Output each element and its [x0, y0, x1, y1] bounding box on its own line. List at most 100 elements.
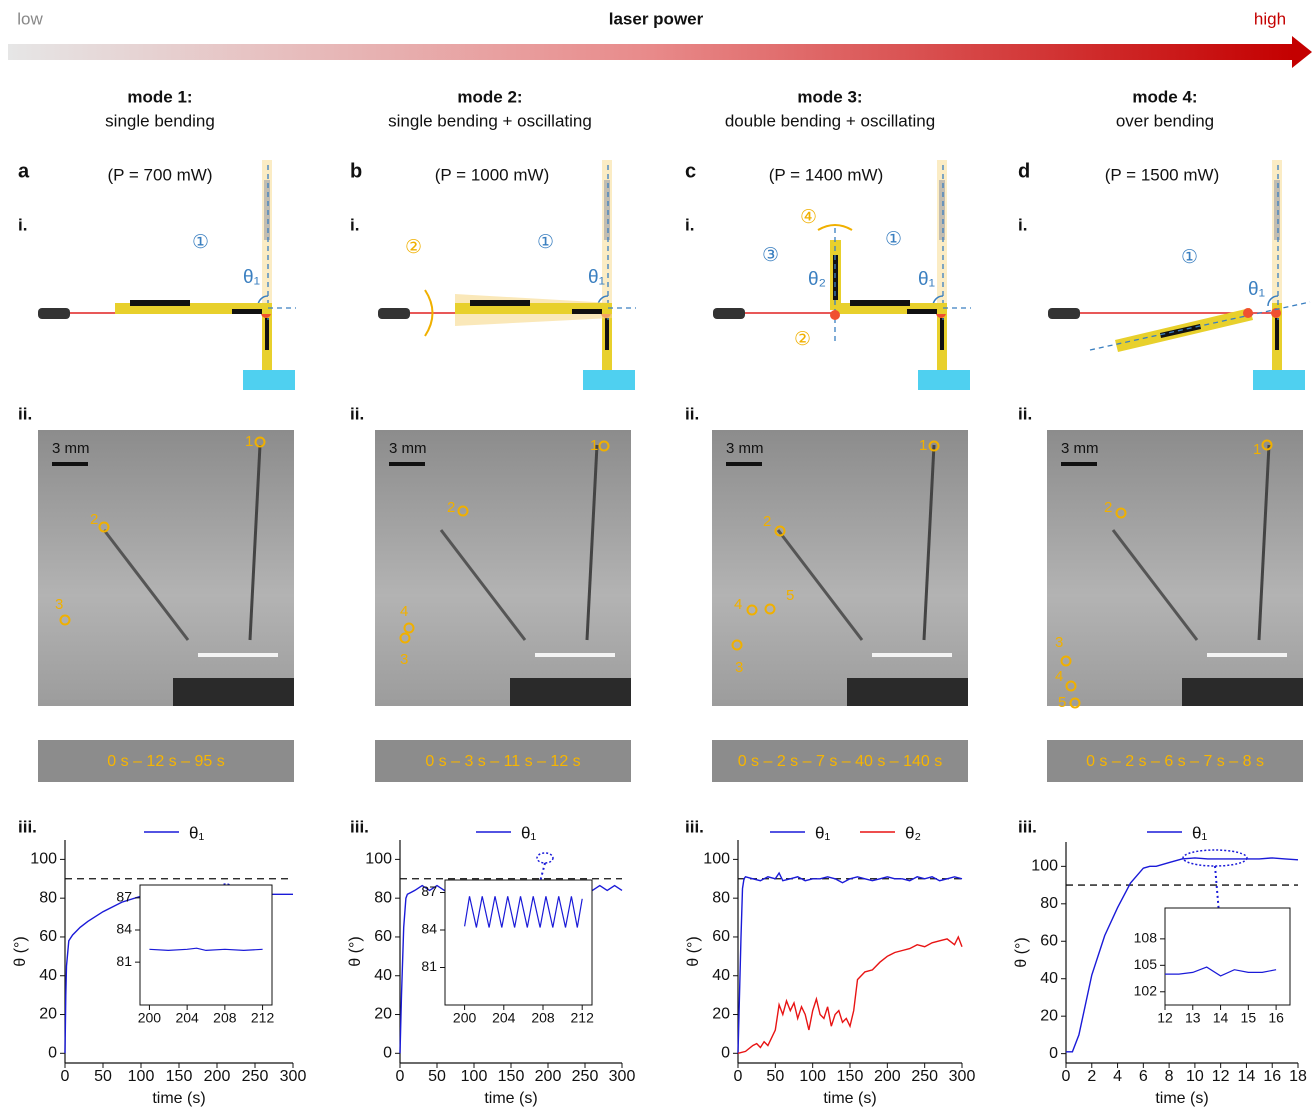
y-tick-label: 40 — [374, 967, 392, 984]
y-tick-label: 0 — [48, 1045, 57, 1062]
power-label: (P = 1400 mW) — [769, 165, 883, 184]
y-tick-label: 80 — [39, 889, 57, 906]
y-tick-label: 60 — [374, 928, 392, 945]
y-tick-label: 40 — [712, 967, 730, 984]
x-tick-label: 16 — [1263, 1068, 1281, 1085]
y-tick-label: 108 — [1134, 930, 1158, 946]
diagram-label: θ₁ — [918, 269, 935, 290]
photo-marker — [98, 521, 110, 533]
x-tick-label: 300 — [609, 1068, 636, 1085]
photo-label: 2 — [90, 511, 98, 528]
x-tick-label: 8 — [1165, 1068, 1174, 1085]
photo — [712, 430, 968, 706]
timeline: 0 s – 12 s – 95 s — [107, 753, 224, 770]
photo-marker — [731, 639, 743, 651]
x-tick-label: 0 — [734, 1068, 743, 1085]
y-tick-label: 60 — [1040, 932, 1058, 949]
photo-label: 1 — [590, 437, 598, 454]
strip-core — [605, 318, 609, 350]
y-tick-label: 0 — [1049, 1045, 1058, 1062]
x-tick-label: 200 — [204, 1068, 231, 1085]
scale-bar — [389, 462, 425, 466]
laser-spot — [1271, 308, 1281, 318]
x-tick-label: 14 — [1213, 1010, 1229, 1026]
power-label: (P = 1500 mW) — [1105, 165, 1219, 184]
data-line — [464, 896, 583, 928]
sub-label: i. — [685, 215, 694, 234]
photo-label: 5 — [1058, 694, 1066, 711]
photo-strip — [248, 444, 262, 641]
sub-label: iii. — [350, 817, 369, 836]
y-tick-label: 80 — [1040, 895, 1058, 912]
strip-core — [265, 318, 269, 350]
x-tick-label: 50 — [766, 1068, 784, 1085]
x-tick-label: 0 — [396, 1068, 405, 1085]
photo-marker — [1115, 507, 1127, 519]
photo-label: 2 — [447, 499, 455, 516]
timeline: 0 s – 2 s – 7 s – 40 s – 140 s — [738, 753, 943, 770]
photo-strip — [585, 444, 599, 641]
timeline-box — [712, 740, 968, 782]
mode-description: single bending + oscillating — [388, 111, 592, 130]
y-tick-label: 80 — [374, 889, 392, 906]
photo-holder — [847, 678, 968, 706]
photo-marker — [746, 604, 758, 616]
x-tick-label: 200 — [453, 1010, 477, 1026]
strip-shadow — [604, 180, 610, 240]
diagram-label: θ₂ — [808, 269, 826, 290]
x-tick-label: 100 — [799, 1068, 826, 1085]
x-tick-label: 50 — [94, 1068, 112, 1085]
data-line — [1165, 966, 1277, 977]
inset-frame — [444, 879, 593, 1006]
photo-marker — [1069, 697, 1081, 709]
photo-strip — [1257, 444, 1271, 641]
x-tick-label: 12 — [1212, 1068, 1230, 1085]
inset-frame — [1164, 907, 1291, 1006]
photo-holder — [1182, 678, 1303, 706]
photo-marker — [774, 525, 786, 537]
x-tick-label: 204 — [492, 1010, 516, 1026]
y-tick-label: 100 — [30, 851, 57, 868]
mode-description: over bending — [1116, 111, 1214, 130]
scale-bar — [726, 462, 762, 466]
sub-label: ii. — [685, 404, 699, 423]
photo-label: 4 — [400, 603, 408, 620]
x-tick-label: 250 — [242, 1068, 269, 1085]
photo-strip — [439, 529, 527, 641]
photo-marker — [928, 440, 940, 452]
strip-black — [907, 309, 937, 314]
photo — [375, 430, 631, 706]
x-tick-label: 212 — [251, 1010, 275, 1026]
diagram: ① θ₁ — [1048, 160, 1311, 390]
y-tick-label: 87 — [116, 889, 132, 905]
photo-marker — [598, 440, 610, 452]
diagram-label: ① — [192, 232, 209, 253]
photo-label: 1 — [1253, 441, 1261, 458]
timeline-box — [1047, 740, 1303, 782]
legend-label: θ₁ — [1192, 823, 1207, 842]
y-tick-label: 60 — [712, 928, 730, 945]
y-tick-label: 20 — [374, 1006, 392, 1023]
strip-black — [232, 309, 262, 314]
sub-label: ii. — [350, 404, 364, 423]
photo-label: 3 — [735, 659, 743, 676]
mode-description: single bending — [105, 111, 215, 130]
x-axis-label: time (s) — [484, 1090, 537, 1107]
photo-label: 2 — [763, 513, 771, 530]
x-tick-label: 10 — [1186, 1068, 1204, 1085]
header-title: laser power — [609, 9, 704, 28]
panel-letter: c — [685, 160, 696, 182]
y-tick-label: 102 — [1134, 982, 1158, 998]
photo-marker — [403, 622, 415, 634]
x-tick-label: 0 — [61, 1068, 70, 1085]
scale-label: 3 mm — [389, 440, 427, 457]
diagram-label: ① — [1181, 247, 1198, 268]
diagram-label: ④ — [800, 207, 817, 228]
scale-label: 3 mm — [1061, 440, 1099, 457]
x-tick-label: 300 — [949, 1068, 976, 1085]
x-axis-label: time (s) — [1155, 1090, 1208, 1107]
strip-black — [470, 300, 530, 306]
x-tick-label: 6 — [1139, 1068, 1148, 1085]
y-tick-label: 40 — [39, 967, 57, 984]
